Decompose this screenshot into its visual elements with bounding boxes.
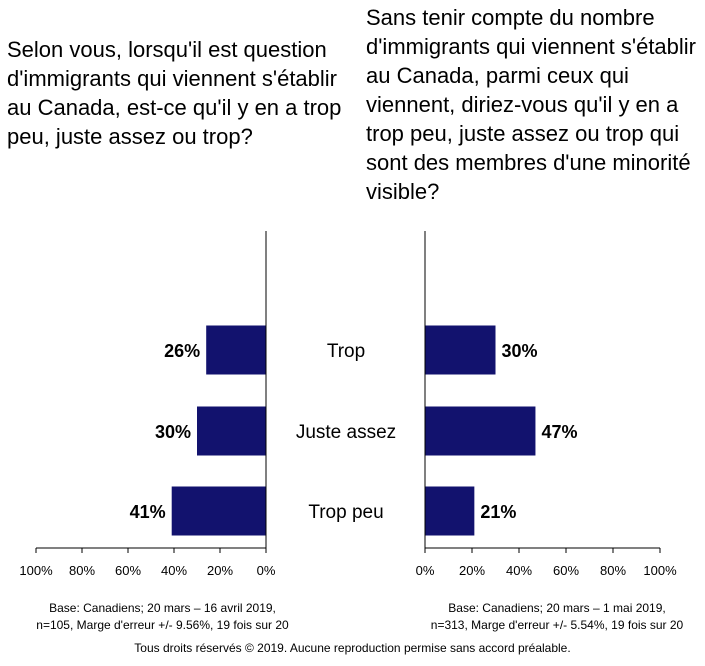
category-label-2: Trop peu [308, 502, 383, 523]
left-footnote-line-1: Base: Canadiens; 20 mars – 16 avril 2019… [49, 601, 276, 615]
right-tick-label-0: 0% [416, 563, 435, 578]
right-tick-label-2: 40% [506, 563, 532, 578]
right-value-label-2: 21% [480, 502, 516, 522]
category-label-0: Trop [327, 341, 365, 362]
right-value-label-0: 30% [502, 341, 538, 361]
left-tick-label-5: 0% [257, 563, 276, 578]
left-value-label-0: 26% [164, 341, 200, 361]
right-footnote-line-2: n=313, Marge d'erreur +/- 5.54%, 19 fois… [430, 618, 684, 632]
right-tick-label-4: 80% [600, 563, 626, 578]
left-bar-1 [197, 406, 266, 456]
right-footnote-line-1: Base: Canadiens; 20 mars – 1 mai 2019, [448, 601, 666, 615]
right-value-label-1: 47% [541, 422, 577, 442]
right-tick-label-5: 100% [643, 563, 677, 578]
left-footnote-line-2: n=105, Marge d'erreur +/- 9.56%, 19 fois… [36, 618, 289, 632]
right-chart-footnote: Base: Canadiens; 20 mars – 1 mai 2019, n… [412, 600, 702, 634]
left-tick-label-4: 20% [207, 563, 233, 578]
left-chart-question: Selon vous, lorsqu'il est question d'imm… [7, 37, 342, 149]
left-bar-0 [206, 325, 266, 375]
left-tick-label-2: 60% [115, 563, 141, 578]
left-chart-footnote: Base: Canadiens; 20 mars – 16 avril 2019… [20, 600, 305, 634]
right-tick-label-1: 20% [459, 563, 485, 578]
right-chart-question: Sans tenir compte du nombre d'immigrants… [366, 5, 696, 204]
left-value-label-2: 41% [130, 502, 166, 522]
left-tick-label-3: 40% [161, 563, 187, 578]
copyright-notice: Tous droits réservés © 2019. Aucune repr… [134, 641, 571, 655]
left-tick-label-1: 80% [69, 563, 95, 578]
left-bar-2 [171, 486, 266, 536]
left-tick-label-0: 100% [19, 563, 53, 578]
right-bar-0 [425, 325, 496, 375]
right-bar-2 [425, 486, 475, 536]
right-bar-1 [425, 406, 536, 456]
left-value-label-1: 30% [155, 422, 191, 442]
category-label-1: Juste assez [296, 422, 396, 443]
right-tick-label-3: 60% [553, 563, 579, 578]
